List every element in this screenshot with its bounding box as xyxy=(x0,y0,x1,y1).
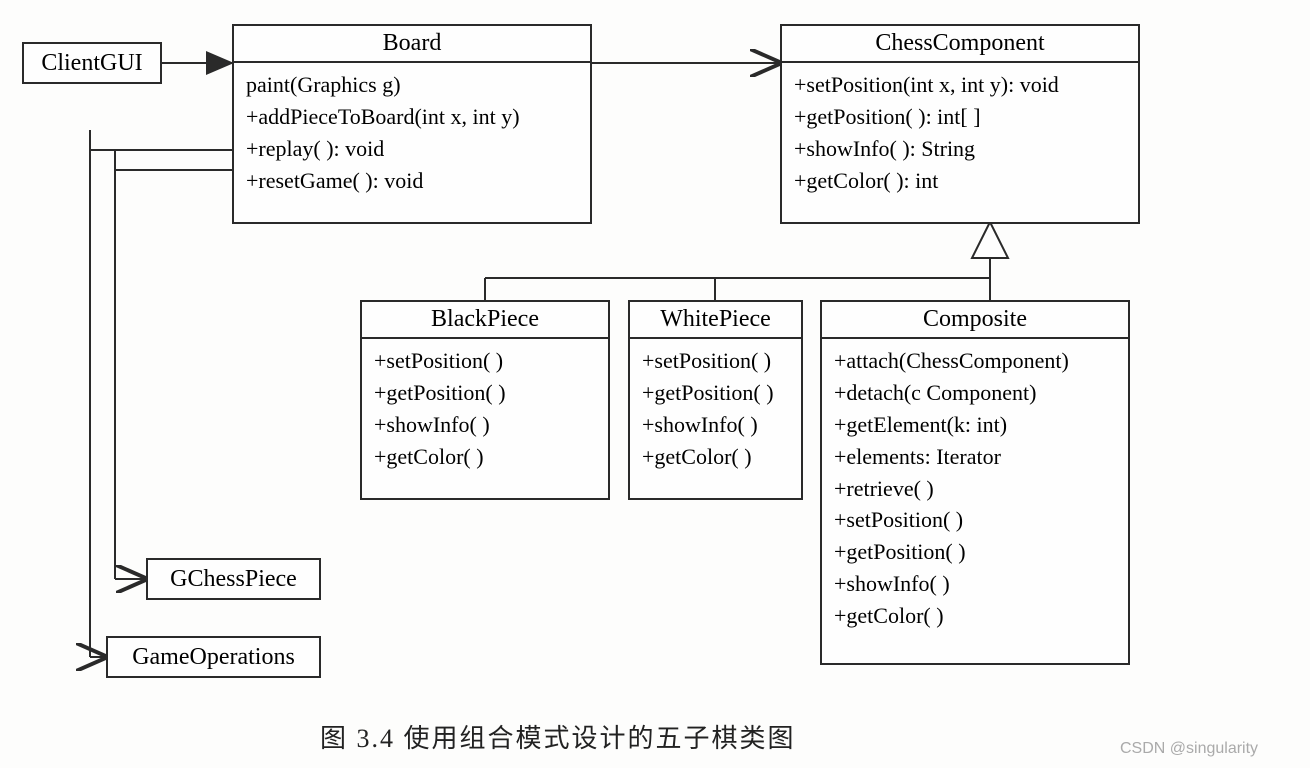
composite-methods: +attach(ChessComponent) +detach(c Compon… xyxy=(822,339,1128,638)
white-piece-methods: +setPosition( ) +getPosition( ) +showInf… xyxy=(630,339,801,479)
class-chess-component: ChessComponent +setPosition(int x, int y… xyxy=(780,24,1140,224)
g-chess-piece-label: GChessPiece xyxy=(170,566,297,592)
class-game-operations: GameOperations xyxy=(106,636,321,678)
class-black-piece: BlackPiece +setPosition( ) +getPosition(… xyxy=(360,300,610,500)
class-white-piece: WhitePiece +setPosition( ) +getPosition(… xyxy=(628,300,803,500)
chess-component-title: ChessComponent xyxy=(782,26,1138,63)
client-gui-label: ClientGUI xyxy=(41,50,142,76)
composite-title: Composite xyxy=(822,302,1128,339)
game-operations-label: GameOperations xyxy=(132,644,295,670)
class-composite: Composite +attach(ChessComponent) +detac… xyxy=(820,300,1130,665)
class-client-gui: ClientGUI xyxy=(22,42,162,84)
black-piece-methods: +setPosition( ) +getPosition( ) +showInf… xyxy=(362,339,608,479)
chess-component-methods: +setPosition(int x, int y): void +getPos… xyxy=(782,63,1138,203)
watermark-text: CSDN @singularity xyxy=(1120,740,1258,758)
white-piece-title: WhitePiece xyxy=(630,302,801,339)
board-methods: paint(Graphics g) +addPieceToBoard(int x… xyxy=(234,63,590,203)
class-g-chess-piece: GChessPiece xyxy=(146,558,321,600)
figure-caption: 图 3.4 使用组合模式设计的五子棋类图 xyxy=(320,718,796,755)
black-piece-title: BlackPiece xyxy=(362,302,608,339)
class-board: Board paint(Graphics g) +addPieceToBoard… xyxy=(232,24,592,224)
board-title: Board xyxy=(234,26,590,63)
